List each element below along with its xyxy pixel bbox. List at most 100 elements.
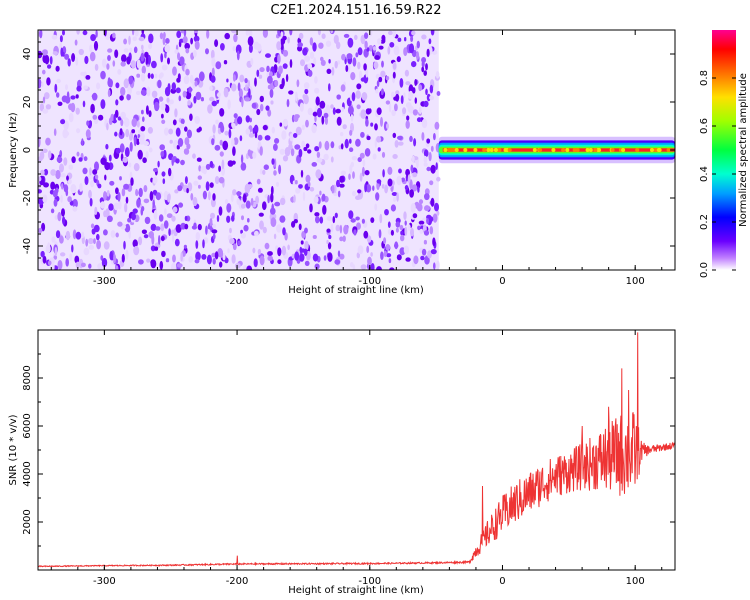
heatmap-cell — [147, 54, 151, 65]
heatmap-cell — [410, 203, 416, 213]
heatmap-cell — [370, 263, 375, 270]
heatmap-cell — [350, 218, 356, 223]
heatmap-cell — [140, 72, 146, 82]
heatmap-cell — [350, 72, 356, 81]
heatmap-cell — [396, 56, 401, 63]
heatmap-cell — [258, 74, 263, 79]
heatmap-cell — [311, 124, 317, 134]
heatmap-cell — [417, 186, 420, 193]
heatmap-cell — [187, 100, 192, 106]
heatmap-cell — [381, 60, 384, 68]
heatmap-cell — [231, 215, 235, 222]
heatmap-cell — [183, 75, 190, 85]
heatmap-cell — [205, 225, 208, 235]
heatmap-cell — [248, 30, 253, 38]
heatmap-cell — [410, 35, 414, 43]
heatmap-cell — [361, 92, 368, 101]
heatmap-cell — [259, 95, 264, 103]
heatmap-cell — [228, 128, 232, 139]
heatmap-cell — [246, 265, 253, 270]
heatmap-cell — [128, 75, 134, 85]
heatmap-cell — [254, 77, 257, 87]
heatmap-cell — [375, 88, 379, 94]
heatmap-cell — [196, 157, 202, 162]
heatmap-cell — [373, 61, 379, 69]
heatmap-cell — [357, 47, 363, 56]
heatmap-signal-peak — [486, 148, 491, 152]
heatmap-cell — [245, 115, 250, 123]
heatmap-cell — [94, 63, 99, 71]
heatmap-signal-peak — [507, 148, 512, 152]
heatmap-cell — [143, 198, 150, 204]
heatmap-cell — [44, 54, 50, 65]
heatmap-cell — [50, 181, 56, 190]
heatmap-cell — [298, 184, 303, 189]
heatmap-cell — [115, 232, 119, 238]
heatmap-cell — [197, 223, 202, 231]
heatmap-cell — [274, 138, 280, 144]
heatmap-cell — [129, 47, 133, 53]
heatmap-cell — [416, 160, 419, 169]
heatmap-cell — [396, 175, 402, 186]
heatmap-cell — [404, 226, 408, 236]
heatmap-cell — [178, 202, 184, 208]
heatmap-cell — [71, 244, 74, 253]
heatmap-cell — [216, 92, 221, 98]
heatmap-cell — [378, 229, 382, 239]
heatmap-cell — [404, 37, 407, 42]
heatmap-cell — [40, 169, 45, 176]
heatmap-cell — [363, 63, 367, 71]
heatmap-cell — [376, 80, 380, 87]
heatmap-cell — [322, 204, 327, 215]
heatmap-cell — [323, 153, 329, 161]
heatmap-cell — [340, 143, 344, 150]
heatmap-cell — [133, 163, 140, 172]
heatmap-cell — [101, 58, 107, 68]
heatmap-cell — [138, 236, 143, 246]
heatmap-cell — [67, 196, 72, 203]
heatmap-cell — [89, 197, 93, 207]
heatmap-cell — [118, 200, 122, 210]
snr-x-axis-label: Height of straight line (km) — [288, 585, 424, 596]
heatmap-cell — [430, 30, 435, 36]
heatmap-cell — [421, 60, 425, 68]
heatmap-cell — [243, 224, 249, 232]
heatmap-cell — [395, 221, 401, 228]
heatmap-cell — [45, 244, 51, 253]
heatmap-cell — [97, 114, 104, 121]
heatmap-cell — [230, 193, 234, 202]
heatmap-cell — [209, 160, 214, 168]
heatmap-cell — [91, 92, 98, 101]
heatmap-signal-peak — [666, 148, 671, 152]
heatmap-cell — [55, 230, 61, 239]
heatmap-cell — [175, 127, 181, 137]
heatmap-cell — [265, 105, 270, 111]
heatmap-x-axis-label: Height of straight line (km) — [288, 285, 424, 296]
heatmap-cell — [158, 214, 164, 222]
heatmap-cell — [227, 99, 231, 110]
heatmap-cell — [232, 46, 236, 52]
heatmap-cell — [421, 248, 427, 256]
heatmap-cell — [74, 255, 80, 264]
heatmap-cell — [172, 119, 177, 126]
heatmap-cell — [67, 58, 71, 67]
heatmap-cell — [342, 124, 347, 130]
heatmap-cell — [351, 92, 356, 102]
heatmap-cell — [142, 116, 145, 122]
heatmap-signal-peak — [532, 148, 537, 152]
heatmap-cell — [110, 230, 116, 238]
heatmap-cell — [84, 55, 89, 65]
heatmap-cell — [383, 250, 387, 257]
heatmap-cell — [300, 240, 304, 245]
heatmap-cell — [250, 57, 254, 66]
heatmap-cell — [221, 166, 225, 176]
heatmap-cell — [356, 222, 361, 230]
heatmap-cell — [273, 233, 277, 240]
heatmap-cell — [400, 234, 405, 242]
heatmap-cell — [356, 83, 362, 90]
heatmap-cell — [315, 96, 320, 106]
heatmap-cell — [377, 147, 381, 152]
heatmap-cell — [180, 118, 185, 125]
heatmap-cell — [355, 90, 361, 99]
heatmap-cell — [335, 224, 341, 232]
